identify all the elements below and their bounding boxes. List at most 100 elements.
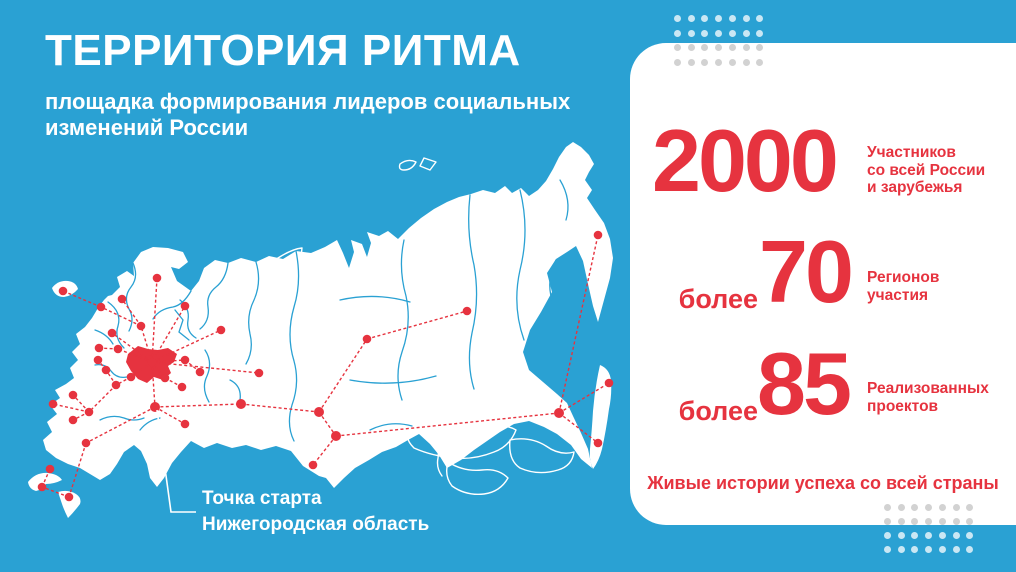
map-edge xyxy=(154,403,242,408)
start-label-line-2: Нижегородская область xyxy=(202,514,430,535)
map-node xyxy=(37,482,47,492)
pattern-dot xyxy=(952,546,960,553)
pattern-dot xyxy=(911,518,919,525)
map-edge xyxy=(151,361,156,408)
map-baikal-region-outline xyxy=(407,425,575,496)
pattern-dot xyxy=(925,532,933,539)
pattern-dot xyxy=(701,15,709,22)
map-arctic-islands-outline xyxy=(398,157,437,171)
pattern-dot xyxy=(938,546,946,553)
pattern-dot xyxy=(674,15,681,22)
pattern-dot xyxy=(756,15,764,22)
pattern-dot xyxy=(715,29,723,37)
pattern-dot xyxy=(715,59,723,67)
pattern-dot xyxy=(966,532,974,539)
start-leader-line xyxy=(156,409,196,513)
pattern-dot xyxy=(756,59,764,67)
map-edge xyxy=(240,403,320,413)
pattern-dot xyxy=(966,504,974,511)
stat-value-projects: 85 xyxy=(757,334,852,433)
map-edge xyxy=(558,412,599,444)
pattern-dot xyxy=(756,44,764,52)
pattern-dot xyxy=(728,59,736,67)
page-title: ТЕРРИТОРИЯ РИТМА xyxy=(45,26,521,75)
pattern-dot xyxy=(897,532,905,539)
map-node xyxy=(362,334,372,344)
pattern-dot xyxy=(687,29,695,37)
map-edge xyxy=(366,310,468,340)
pattern-dot xyxy=(674,44,681,52)
subtitle-line-1: площадка формирования лидеров социальных xyxy=(45,89,571,115)
pattern-dot xyxy=(884,518,891,525)
map-node xyxy=(331,431,341,441)
start-point-label: Точка старта Нижегородская область xyxy=(202,486,429,538)
map-node xyxy=(94,343,104,353)
pattern-dot xyxy=(966,518,974,525)
map-node xyxy=(180,419,190,429)
map-edge xyxy=(130,361,153,378)
pattern-dot xyxy=(884,504,891,511)
pattern-dot xyxy=(715,15,723,22)
map-node xyxy=(111,380,121,390)
pattern-dot xyxy=(728,15,736,22)
map-edge xyxy=(121,298,142,327)
stat-label-regions: Регионов участия xyxy=(867,269,940,304)
map-node xyxy=(147,357,157,367)
pattern-dot xyxy=(938,532,946,539)
map-edge xyxy=(52,403,90,413)
map-node xyxy=(150,402,160,412)
start-label-line-1: Точка старта xyxy=(202,488,322,509)
pattern-dot xyxy=(884,532,891,539)
pattern-dot xyxy=(897,504,905,511)
map-edge xyxy=(68,442,87,498)
map-edge xyxy=(151,359,186,363)
pattern-dot xyxy=(701,59,709,67)
map-edge xyxy=(558,382,610,414)
map-node xyxy=(593,438,603,448)
map-edge xyxy=(558,234,599,414)
stats-footer: Живые истории успеха со всей страны xyxy=(647,473,999,493)
subtitle-line-2: изменений России xyxy=(45,115,249,141)
map-edge xyxy=(151,305,186,363)
pattern-dot xyxy=(938,518,946,525)
map-node xyxy=(254,368,264,378)
pattern-dot xyxy=(938,504,946,511)
map-edge xyxy=(72,394,90,413)
pattern-dot xyxy=(884,546,891,553)
map-node xyxy=(308,460,318,470)
pattern-dot xyxy=(687,15,695,22)
pattern-dot xyxy=(674,29,681,37)
pattern-dot xyxy=(756,29,764,37)
map-node xyxy=(96,302,106,312)
map-node xyxy=(117,294,127,304)
map-node xyxy=(236,399,246,409)
pattern-dot xyxy=(701,29,709,37)
map-edge xyxy=(154,406,186,425)
pattern-dot xyxy=(701,44,709,52)
stat-prefix-projects: более xyxy=(678,396,758,426)
pattern-dot xyxy=(742,59,750,67)
map-node xyxy=(126,372,136,382)
pattern-dot xyxy=(966,546,974,553)
map-edge xyxy=(151,329,222,363)
pattern-dot xyxy=(952,518,960,525)
pattern-dot xyxy=(911,532,919,539)
map-edge xyxy=(100,306,142,327)
map-node xyxy=(180,355,190,365)
pattern-dot xyxy=(742,15,750,22)
map-node xyxy=(180,301,190,311)
stat-value-participants: 2000 xyxy=(652,111,839,210)
map-node xyxy=(593,230,603,240)
map-node xyxy=(107,328,117,338)
map-edge xyxy=(117,348,153,363)
map-caucasus-coast xyxy=(58,490,81,518)
pattern-dot xyxy=(728,44,736,52)
map-node xyxy=(45,464,55,474)
stat-prefix-regions: более xyxy=(678,284,758,314)
pattern-dot xyxy=(925,518,933,525)
map-node xyxy=(195,367,205,377)
stat-label-participants: Участников со всей России и зарубежья xyxy=(867,144,986,196)
pattern-dot xyxy=(925,546,933,553)
map-landmass xyxy=(43,142,613,488)
